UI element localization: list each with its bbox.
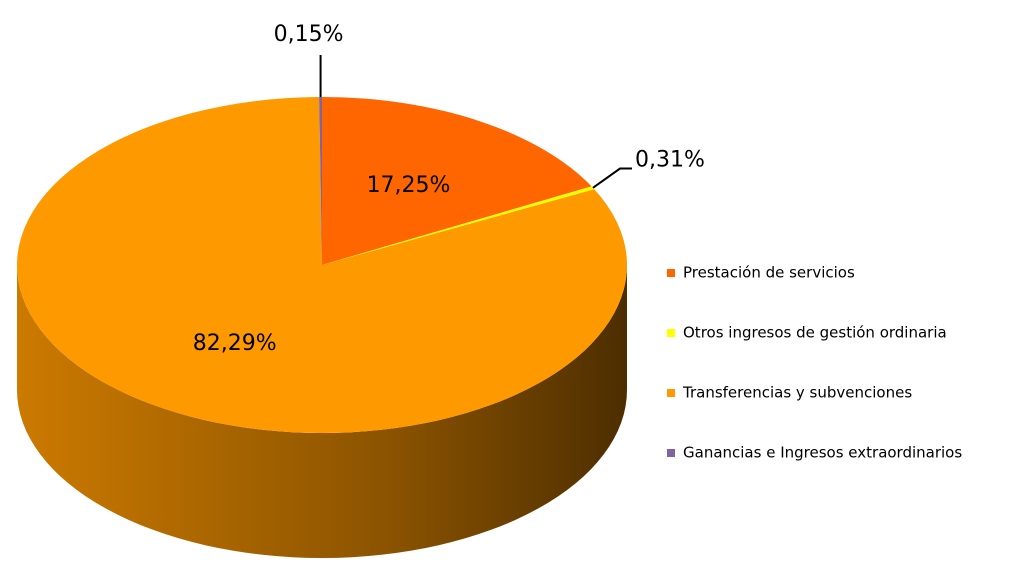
pie-slice <box>322 186 595 265</box>
pie-side <box>17 265 627 558</box>
pie-slice <box>322 97 592 265</box>
value-label: 17,25% <box>367 173 451 198</box>
legend-swatch <box>667 329 675 337</box>
value-label: 82,29% <box>193 331 277 356</box>
pie-slice <box>16 97 627 434</box>
leader-line <box>592 167 633 189</box>
value-label: 0,31% <box>635 148 705 173</box>
legend-label: Otros ingresos de gestión ordinaria <box>683 324 947 342</box>
value-label: 0,15% <box>274 22 344 47</box>
legend-label: Ganancias e Ingresos extraordinarios <box>683 444 962 462</box>
pie-slice <box>319 97 322 265</box>
legend-label: Transferencias y subvenciones <box>682 384 912 402</box>
legend-swatch <box>667 389 675 397</box>
legend-swatch <box>667 449 675 457</box>
legend-swatch <box>667 269 675 277</box>
legend-label: Prestación de servicios <box>683 264 855 282</box>
